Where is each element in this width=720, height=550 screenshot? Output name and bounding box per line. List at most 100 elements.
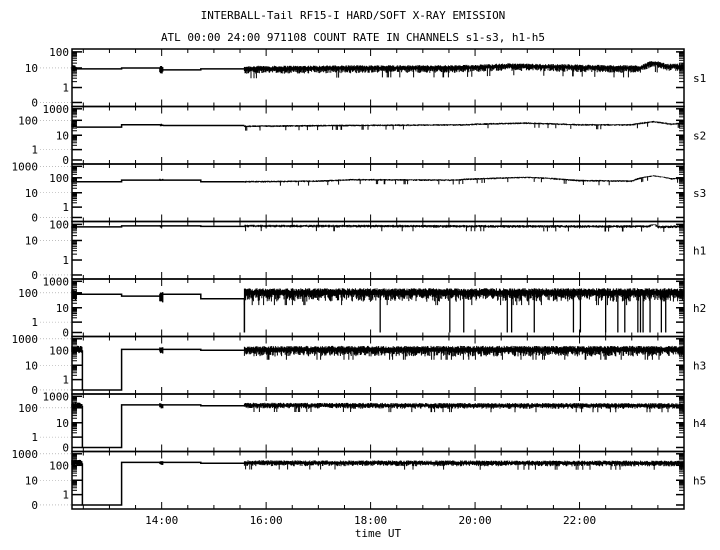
channel-noisy-series xyxy=(243,61,685,79)
y-tick-label: 100 xyxy=(49,218,69,231)
channel-burst xyxy=(159,461,164,465)
y-tick-label: 1 xyxy=(62,254,69,267)
y-tick-label: 0 xyxy=(31,384,38,397)
x-axis-label: time UT xyxy=(355,527,402,540)
channel-label: s2 xyxy=(693,129,706,142)
channel-step-line xyxy=(81,461,245,506)
channel-burst xyxy=(71,122,77,128)
channel-burst xyxy=(71,65,77,72)
channel-noisy-series xyxy=(243,345,685,360)
channel-noisy-series xyxy=(243,120,685,131)
channel-burst xyxy=(159,66,164,74)
y-tick-label: 100 xyxy=(49,46,69,59)
channel-label: h3 xyxy=(693,359,706,372)
chart-subtitle: ATL 00:00 24:00 971108 COUNT RATE IN CHA… xyxy=(161,31,545,44)
y-tick-label: 10 xyxy=(25,359,38,372)
y-tick-label: 1000 xyxy=(12,333,39,346)
panel-frame xyxy=(71,163,685,223)
channel-burst xyxy=(159,225,164,228)
channel-noisy-series xyxy=(243,288,685,306)
channel-burst xyxy=(159,347,164,354)
y-tick-label: 10 xyxy=(25,187,38,200)
y-tick-label: 100 xyxy=(49,172,69,185)
channel-label: s3 xyxy=(693,187,706,200)
y-tick-label: 100 xyxy=(49,459,69,472)
channel-burst xyxy=(159,292,164,303)
y-tick-label: 10 xyxy=(25,234,38,247)
y-tick-label: 1 xyxy=(62,374,69,387)
channel-step-line xyxy=(76,124,245,128)
x-tick-label: 18:00 xyxy=(354,514,387,527)
y-tick-label: 10 xyxy=(56,417,69,430)
channel-noisy-series xyxy=(243,402,685,413)
panel-frame xyxy=(71,105,685,165)
channel-label: s1 xyxy=(693,72,706,85)
channel-label: h2 xyxy=(693,302,706,315)
channel-noisy-series xyxy=(243,460,685,470)
x-tick-label: 22:00 xyxy=(563,514,596,527)
panel-frame xyxy=(71,278,685,338)
y-tick-label: 0 xyxy=(31,269,38,282)
channel-burst xyxy=(159,403,164,409)
y-tick-label: 1000 xyxy=(12,448,39,461)
x-tick-label: 16:00 xyxy=(250,514,283,527)
chart-title: INTERBALL-Tail RF15-I HARD/SOFT X-RAY EM… xyxy=(201,9,506,22)
y-tick-label: 10 xyxy=(56,302,69,315)
y-tick-label: 10 xyxy=(56,129,69,142)
y-tick-label: 1 xyxy=(31,316,38,329)
channel-burst xyxy=(159,178,164,181)
panel-frame xyxy=(71,393,685,453)
y-tick-label: 1 xyxy=(62,489,69,502)
y-tick-label: 100 xyxy=(18,287,38,300)
y-tick-label: 100 xyxy=(18,402,38,415)
channel-burst xyxy=(71,345,83,354)
channel-burst xyxy=(71,289,77,301)
panel-frame xyxy=(71,48,685,108)
channel-burst xyxy=(159,123,164,127)
y-tick-label: 100 xyxy=(49,344,69,357)
y-tick-label: 1 xyxy=(62,201,69,214)
y-tick-label: 0 xyxy=(62,326,69,339)
y-tick-label: 10 xyxy=(25,62,38,75)
channel-noisy-series xyxy=(243,175,685,186)
channel-burst xyxy=(71,224,77,229)
y-tick-label: 1000 xyxy=(43,275,70,288)
channel-noisy-series xyxy=(243,224,685,232)
channel-step-line xyxy=(81,348,245,391)
x-tick-label: 20:00 xyxy=(459,514,492,527)
y-tick-label: 1 xyxy=(31,144,38,157)
channel-burst xyxy=(71,179,77,183)
y-tick-label: 10 xyxy=(25,474,38,487)
channel-label: h5 xyxy=(693,474,706,487)
y-tick-label: 1000 xyxy=(12,160,39,173)
panel-frame xyxy=(71,450,685,510)
y-tick-label: 0 xyxy=(31,499,38,512)
channel-burst xyxy=(71,459,83,466)
channel-burst xyxy=(71,402,83,409)
channel-label: h1 xyxy=(693,244,706,257)
channel-label: h4 xyxy=(693,417,707,430)
y-tick-label: 1000 xyxy=(43,103,70,116)
y-tick-label: 0 xyxy=(31,96,38,109)
panel-frame xyxy=(71,335,685,395)
y-tick-label: 100 xyxy=(18,114,38,127)
channel-step-line xyxy=(81,404,245,449)
y-tick-label: 1 xyxy=(62,82,69,95)
channel-step-line xyxy=(76,179,245,183)
y-tick-label: 0 xyxy=(62,154,69,167)
y-tick-label: 0 xyxy=(62,441,69,454)
x-tick-label: 14:00 xyxy=(145,514,178,527)
y-tick-label: 1 xyxy=(31,431,38,444)
y-tick-label: 0 xyxy=(31,211,38,224)
panel-frame xyxy=(71,220,685,280)
y-tick-label: 1000 xyxy=(43,390,70,403)
